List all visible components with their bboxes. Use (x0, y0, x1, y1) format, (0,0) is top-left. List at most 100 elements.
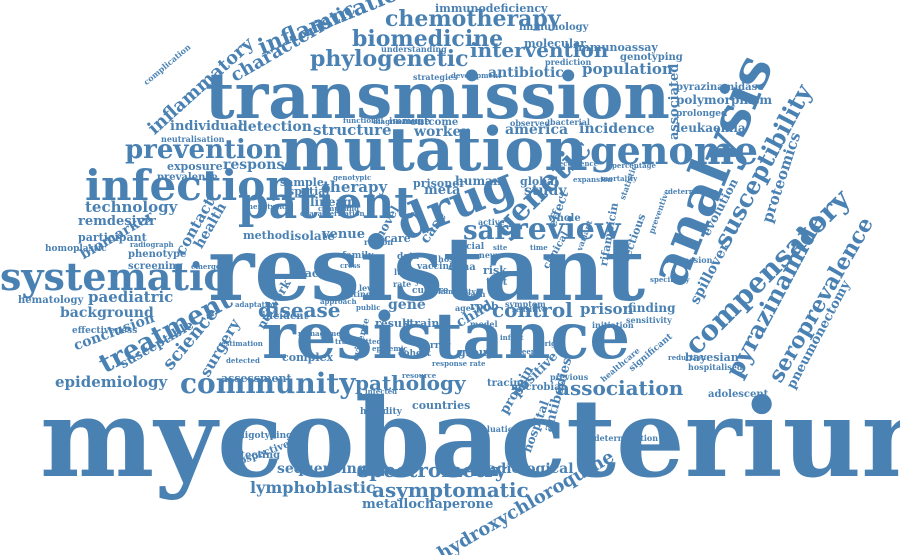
cloud-word: estimation (221, 339, 263, 348)
cloud-word: news (479, 250, 502, 260)
cloud-word: percentage (612, 161, 656, 170)
cloud-word: hematology (18, 295, 84, 306)
cloud-word: genotyping (620, 52, 683, 63)
cloud-word: recurrence (555, 159, 599, 168)
cloud-word: adaptation (235, 300, 278, 309)
cloud-word: leukaemia (676, 121, 746, 135)
cloud-word: outcome (410, 117, 459, 128)
cloud-word: level (359, 283, 380, 293)
cloud-word: cross (340, 261, 361, 270)
cloud-word: resource (402, 371, 437, 380)
cloud-word: prolonged (676, 109, 728, 119)
cloud-word: phenotype (128, 249, 187, 260)
cloud-word: finding (628, 301, 676, 315)
cloud-word: mortality (601, 174, 638, 183)
cloud-word: method (243, 229, 290, 242)
cloud-word: model (470, 319, 498, 329)
cloud-word: polymorphism (676, 93, 773, 107)
cloud-word: structure (313, 121, 392, 139)
cloud-word: pyrazinamidase (676, 82, 764, 93)
cloud-word: screen (510, 347, 536, 356)
cloud-word: gene (388, 297, 426, 313)
cloud-word: rpob (470, 300, 499, 313)
cloud-word: infection (85, 161, 296, 210)
cloud-word: participant (78, 231, 147, 244)
cloud-word: homoplastic (45, 244, 107, 254)
cloud-word: hospitalised (688, 362, 743, 372)
cloud-word: prediction (545, 57, 592, 67)
cloud-word: sensitive (512, 305, 547, 314)
cloud-word: sequencing (277, 461, 367, 477)
cloud-word: approach (320, 297, 357, 306)
cloud-word: intervention (470, 38, 609, 62)
cloud-word: specificity (650, 275, 690, 284)
cloud-word: incident (262, 311, 309, 322)
cloud-word: transmitted (335, 337, 382, 346)
cloud-word: characterization (300, 209, 365, 218)
cloud-word: setting (340, 289, 372, 299)
cloud-word: heredity (360, 407, 402, 417)
cloud-word: disease (258, 298, 341, 322)
cloud-word: lymphoblastic (250, 478, 376, 497)
cloud-word: phylogenetic (310, 46, 469, 72)
cloud-word: assessment (221, 372, 292, 385)
cloud-word: result (375, 317, 412, 330)
cloud-word: asymptomatic (372, 478, 529, 502)
cloud-word: rate (393, 279, 412, 289)
cloud-word: immunology (519, 22, 589, 33)
cloud-word: risk (483, 264, 507, 277)
cloud-word: lineage (310, 195, 360, 209)
cloud-word: regression (665, 255, 713, 265)
cloud-word: observed (510, 118, 551, 128)
cloud-word: study (524, 183, 567, 199)
cloud-word: group (458, 346, 495, 359)
cloud-word: determining (668, 187, 717, 196)
cloud-word: region (364, 237, 394, 247)
cloud-word: prevalence (157, 172, 218, 183)
cloud-word: review (512, 212, 621, 247)
cloud-word: sensitivity (626, 315, 672, 325)
cloud-word: mutation (280, 115, 588, 185)
cloud-word: spatial (288, 185, 330, 198)
cloud-word: immunity (438, 287, 476, 296)
cloud-word: mycobacterium (40, 376, 900, 502)
cloud-word: response (223, 157, 294, 173)
cloud-word: countries (412, 399, 471, 412)
cloud-word: functional (343, 116, 384, 125)
cloud-word: management (298, 329, 350, 338)
cloud-word: antibiotic (488, 65, 564, 81)
cloud-word: infant (500, 333, 524, 342)
cloud-word: transmission (205, 59, 670, 134)
cloud-word: radiological (480, 461, 574, 477)
cloud-word: previous (550, 372, 589, 382)
cloud-word: prevention (125, 135, 283, 165)
cloud-word: family (342, 251, 374, 261)
cloud-word: chemotherapy (385, 6, 561, 32)
cloud-word: cell (370, 289, 385, 298)
cloud-word: detecting (227, 450, 281, 461)
cloud-word: development (451, 71, 502, 80)
cloud-word: biomedicine (352, 26, 504, 52)
cloud-word: social (455, 242, 485, 252)
cloud-word: bacterial (550, 117, 590, 127)
cloud-word: death (460, 289, 486, 299)
cloud-word: population (582, 60, 673, 78)
cloud-word: complex (282, 351, 334, 364)
cloud-word: time (530, 243, 548, 252)
cloud-word: metallochaperone (362, 497, 494, 512)
cloud-word: strategies (413, 72, 458, 82)
cloud-word: microbial (511, 382, 565, 393)
cloud-word: individual (170, 119, 243, 134)
cloud-word: initiation (592, 320, 634, 330)
cloud-word: data (397, 252, 420, 262)
cloud-word: meta (424, 183, 461, 198)
cloud-word: genome (590, 128, 759, 173)
cloud-word: paediatric (88, 288, 174, 306)
cloud-word: spoligotyping (224, 431, 293, 441)
cloud-word: screening (128, 261, 184, 272)
cloud-word: complication (141, 41, 193, 87)
cloud-word: active (478, 217, 505, 227)
cloud-word: detected (226, 356, 260, 365)
cloud-word: systematic (0, 254, 227, 299)
